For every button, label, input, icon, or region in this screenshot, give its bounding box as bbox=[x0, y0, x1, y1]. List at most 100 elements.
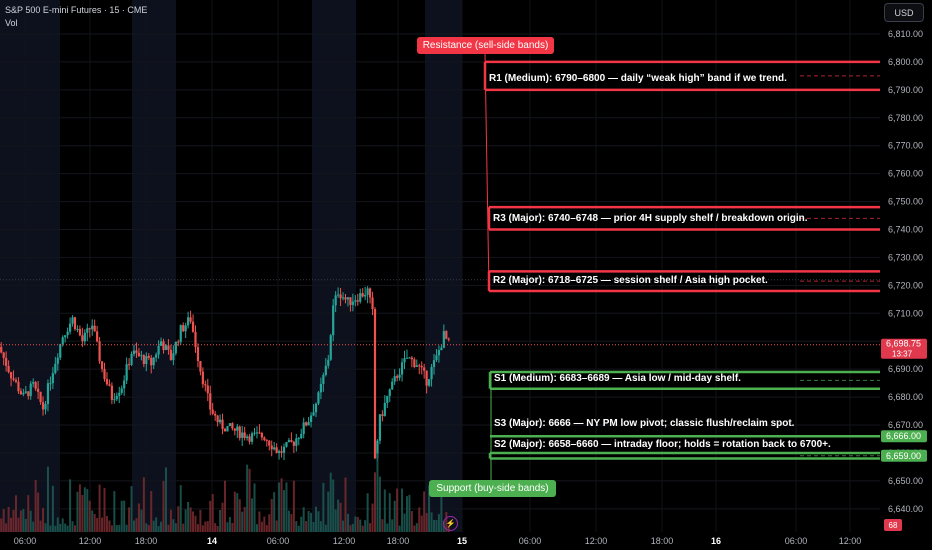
lightning-icon[interactable]: ⚡ bbox=[443, 516, 458, 531]
volume-bar bbox=[241, 511, 244, 532]
candle-body bbox=[204, 384, 207, 386]
volume-bar bbox=[81, 494, 84, 532]
candle-body bbox=[388, 389, 391, 396]
candle-body bbox=[275, 447, 278, 453]
candle-body bbox=[440, 347, 443, 351]
time-tick: 15 bbox=[457, 536, 467, 546]
time-tick: 12:00 bbox=[839, 536, 862, 546]
volume-bar bbox=[49, 525, 52, 532]
volume-bar bbox=[332, 479, 335, 532]
candle-body bbox=[96, 331, 99, 342]
price-tick: 6,640.00 bbox=[888, 504, 923, 514]
volume-bar bbox=[83, 487, 86, 532]
candle-body bbox=[364, 294, 367, 297]
candle-body bbox=[206, 385, 209, 394]
volume-bar bbox=[214, 523, 217, 532]
volume-bar bbox=[76, 491, 79, 532]
volume-bar bbox=[275, 520, 278, 532]
candle-body bbox=[105, 379, 109, 385]
volume-bar bbox=[314, 506, 317, 532]
volume-bar bbox=[27, 495, 30, 532]
time-tick: 06:00 bbox=[267, 536, 290, 546]
volume-bar bbox=[285, 482, 288, 532]
volume-bar bbox=[433, 519, 436, 532]
candle-body bbox=[287, 440, 291, 443]
candle-body bbox=[211, 409, 214, 414]
volume-bar bbox=[164, 467, 167, 532]
candle-body bbox=[172, 353, 175, 361]
volume-bar bbox=[145, 523, 148, 532]
candle-body bbox=[430, 366, 433, 380]
volume-bar bbox=[189, 507, 192, 532]
candle-body bbox=[366, 288, 369, 295]
candle-body bbox=[253, 432, 256, 434]
candle-body bbox=[391, 381, 394, 390]
volume-bar bbox=[224, 480, 226, 532]
volume-bar bbox=[177, 506, 180, 532]
volume-bar bbox=[14, 495, 17, 532]
volume-bar bbox=[440, 492, 443, 532]
candle-body bbox=[248, 436, 251, 442]
volume-bar bbox=[361, 525, 364, 532]
candle-body bbox=[169, 349, 173, 361]
volume-bar bbox=[182, 523, 185, 532]
volume-bar bbox=[251, 498, 254, 532]
volume-bar bbox=[319, 521, 322, 532]
volume-bar bbox=[425, 512, 428, 532]
candle-body bbox=[12, 378, 15, 380]
session-band bbox=[312, 0, 356, 532]
volume-bar bbox=[130, 486, 133, 532]
volume-bar bbox=[253, 483, 256, 532]
candle-body bbox=[378, 414, 382, 441]
candle-body bbox=[356, 300, 359, 302]
candle-body bbox=[49, 383, 52, 385]
candle-body bbox=[346, 297, 350, 300]
candle-body bbox=[314, 403, 318, 413]
price-tick: 6,730.00 bbox=[888, 252, 923, 262]
time-tick: 12:00 bbox=[333, 536, 356, 546]
candle-body bbox=[344, 297, 347, 300]
volume-bar bbox=[376, 453, 379, 532]
candle-body bbox=[302, 422, 305, 434]
candle-body bbox=[290, 440, 293, 442]
candle-body bbox=[17, 381, 20, 392]
volume-bar bbox=[302, 507, 305, 532]
volume-bar bbox=[167, 524, 170, 532]
volume-bar bbox=[413, 525, 416, 532]
candle-body bbox=[238, 426, 241, 438]
volume-bar bbox=[64, 523, 67, 532]
volume-bar bbox=[199, 509, 202, 532]
candle-body bbox=[125, 364, 128, 381]
candle-body bbox=[376, 440, 379, 459]
support-price-tag bbox=[881, 449, 927, 462]
candle-body bbox=[2, 352, 5, 358]
candle-body bbox=[216, 415, 219, 423]
candle-body bbox=[329, 335, 332, 360]
price-tick: 6,800.00 bbox=[888, 57, 923, 67]
volume-indicator-label[interactable]: Vol bbox=[5, 18, 18, 28]
volume-bar bbox=[44, 523, 47, 532]
candle-body bbox=[371, 297, 374, 310]
volume-bar bbox=[401, 488, 404, 532]
volume-bar bbox=[184, 509, 187, 532]
volume-bar bbox=[115, 525, 118, 532]
volume-bar bbox=[137, 503, 140, 532]
s2-label: S2 (Major): 6658–6660 — intraday floor; … bbox=[494, 439, 831, 450]
volume-bar bbox=[366, 493, 369, 532]
time-tick: 18:00 bbox=[387, 536, 410, 546]
candle-body bbox=[270, 445, 273, 450]
price-tick: 6,670.00 bbox=[888, 420, 923, 430]
candle-body bbox=[282, 446, 286, 453]
currency-button[interactable]: USD bbox=[884, 3, 924, 22]
volume-bar bbox=[398, 525, 401, 532]
volume-bar bbox=[386, 523, 389, 532]
candle-body bbox=[361, 293, 364, 297]
r3-label: R3 (Major): 6740–6748 — prior 4H supply … bbox=[493, 213, 808, 224]
candle-body bbox=[68, 323, 72, 332]
candle-body bbox=[81, 335, 84, 342]
volume-bar bbox=[66, 525, 69, 532]
symbol-title: S&P 500 E-mini Futures · 15 · CME bbox=[5, 5, 148, 15]
candle-body bbox=[243, 432, 246, 438]
candle-body bbox=[312, 412, 315, 416]
